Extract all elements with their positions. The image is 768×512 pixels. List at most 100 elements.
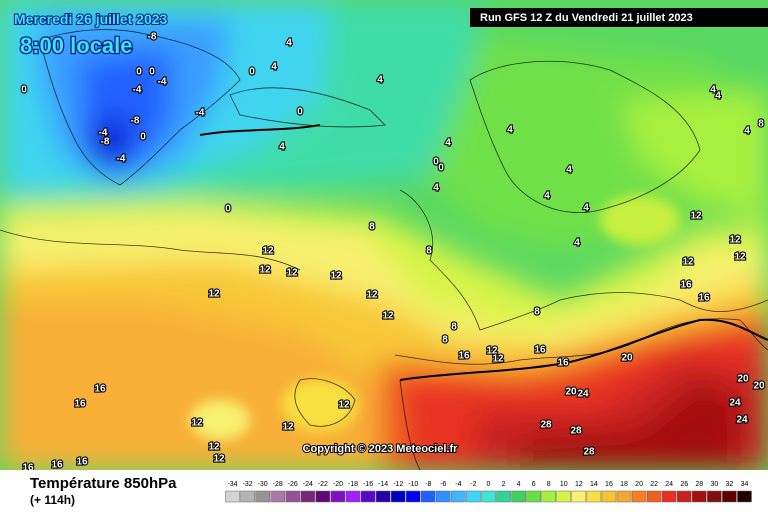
- scale-swatch: [496, 490, 511, 503]
- scale-tick-label: -28: [273, 481, 283, 488]
- contour-label: 12: [330, 271, 342, 282]
- contour-label: 24: [577, 389, 589, 400]
- scale-swatch: [390, 490, 406, 503]
- contour-label: -4: [196, 108, 205, 119]
- contour-label: 12: [286, 268, 298, 279]
- contour-label: 12: [734, 252, 746, 263]
- contour-label: 4: [744, 126, 750, 137]
- contour-label: 16: [51, 460, 63, 471]
- contour-label: 12: [208, 289, 220, 300]
- scale-tick-label: 26: [680, 481, 688, 488]
- scale-swatch: [541, 490, 557, 503]
- scale-swatch: [285, 490, 301, 503]
- contour-label: 12: [382, 311, 394, 322]
- contour-label: -8: [148, 32, 157, 43]
- contour-label: 4: [271, 62, 277, 73]
- scale-swatch: [481, 490, 496, 503]
- contour-label: -4: [117, 154, 126, 165]
- scale-swatch: [692, 490, 707, 503]
- scale-swatch: [631, 490, 647, 503]
- scale-tick-label: 4: [517, 481, 521, 488]
- contour-label: 16: [22, 463, 34, 474]
- contour-label: 12: [191, 418, 203, 429]
- coastlines: [0, 29, 768, 470]
- contour-label: 8: [426, 246, 432, 257]
- contour-label: 28: [570, 426, 582, 437]
- scale-swatch: [737, 490, 752, 503]
- scale-tick-label: 30: [710, 481, 718, 488]
- scale-tick-label: -26: [288, 481, 298, 488]
- scale-swatch: [300, 490, 316, 503]
- scale-tick-label: -22: [318, 481, 328, 488]
- scale-swatch: [420, 490, 436, 503]
- scale-tick-label: -32: [243, 481, 253, 488]
- contour-label: -4: [133, 85, 142, 96]
- contour-label: 4: [715, 91, 721, 102]
- contour-label: 4: [574, 238, 580, 249]
- contour-label: 8: [369, 222, 375, 233]
- contour-label: 20: [565, 387, 577, 398]
- scale-swatch: [255, 490, 270, 503]
- contour-label: 0: [433, 157, 439, 168]
- contour-label: 12: [729, 235, 741, 246]
- scale-tick-label: -18: [348, 481, 358, 488]
- contour-label: 4: [286, 38, 292, 49]
- contour-label: 0: [140, 132, 146, 143]
- scale-swatch: [240, 490, 255, 503]
- contour-label: 0: [21, 85, 27, 96]
- contour-label: 8: [442, 335, 448, 346]
- scale-swatch: [616, 490, 632, 503]
- contour-label: 0: [149, 67, 155, 78]
- scale-swatch: [707, 490, 722, 503]
- scale-tick-label: 28: [695, 481, 703, 488]
- contour-label: 8: [451, 322, 457, 333]
- scale-swatch: [451, 490, 466, 503]
- scale-swatch: [315, 490, 331, 503]
- contour-label: -8: [131, 116, 140, 127]
- contour-label: 4: [544, 191, 550, 202]
- contour-label: 20: [621, 353, 633, 364]
- scale-tick-label: -20: [333, 481, 343, 488]
- scale-tick-label: 16: [605, 481, 613, 488]
- contour-label: 0: [438, 163, 444, 174]
- contour-label: 12: [282, 422, 294, 433]
- scale-tick-label: -2: [470, 481, 476, 488]
- contour-label: 12: [213, 454, 225, 465]
- contour-label: 12: [208, 442, 220, 453]
- scale-swatch: [601, 490, 617, 503]
- scale-swatch: [375, 490, 391, 503]
- scale-swatch: [571, 490, 587, 503]
- scale-tick-label: -12: [393, 481, 403, 488]
- scale-swatch: [556, 490, 572, 503]
- scale-swatch: [270, 490, 285, 503]
- contour-label: 8: [758, 119, 764, 130]
- footer-subtitle: (+ 114h): [30, 493, 75, 507]
- scale-tick-label: 2: [502, 481, 506, 488]
- scale-swatch: [466, 490, 481, 503]
- scale-tick-label: -10: [408, 481, 418, 488]
- copyright: Copyright © 2023 Meteociel.fr: [303, 443, 459, 455]
- scale-tick-label: 34: [741, 481, 749, 488]
- contour-label: 0: [225, 204, 231, 215]
- color-scale: -34 -32 -30 -28 -26 -24 -22 -20 -18 -16 -14 -12 -10-…: [225, 481, 752, 503]
- contour-label: -4: [99, 128, 108, 139]
- contour-label: 16: [74, 399, 86, 410]
- scale-swatch: [436, 490, 451, 503]
- contour-label: 24: [729, 398, 741, 409]
- contour-label: 0: [297, 107, 303, 118]
- scale-tick-label: -6: [440, 481, 446, 488]
- scale-tick-label: 10: [560, 481, 568, 488]
- contour-label: 12: [486, 346, 498, 357]
- scale-swatch: [661, 490, 677, 503]
- contour-label: 4: [445, 138, 451, 149]
- scale-tick-label: -34: [227, 481, 237, 488]
- forecast-time: 8:00 locale: [20, 33, 133, 58]
- scale-tick-label: 20: [635, 481, 643, 488]
- contour-label: 16: [534, 345, 546, 356]
- scale-swatch: [225, 490, 240, 503]
- contour-label: 12: [492, 354, 504, 365]
- contour-label: 20: [753, 381, 765, 392]
